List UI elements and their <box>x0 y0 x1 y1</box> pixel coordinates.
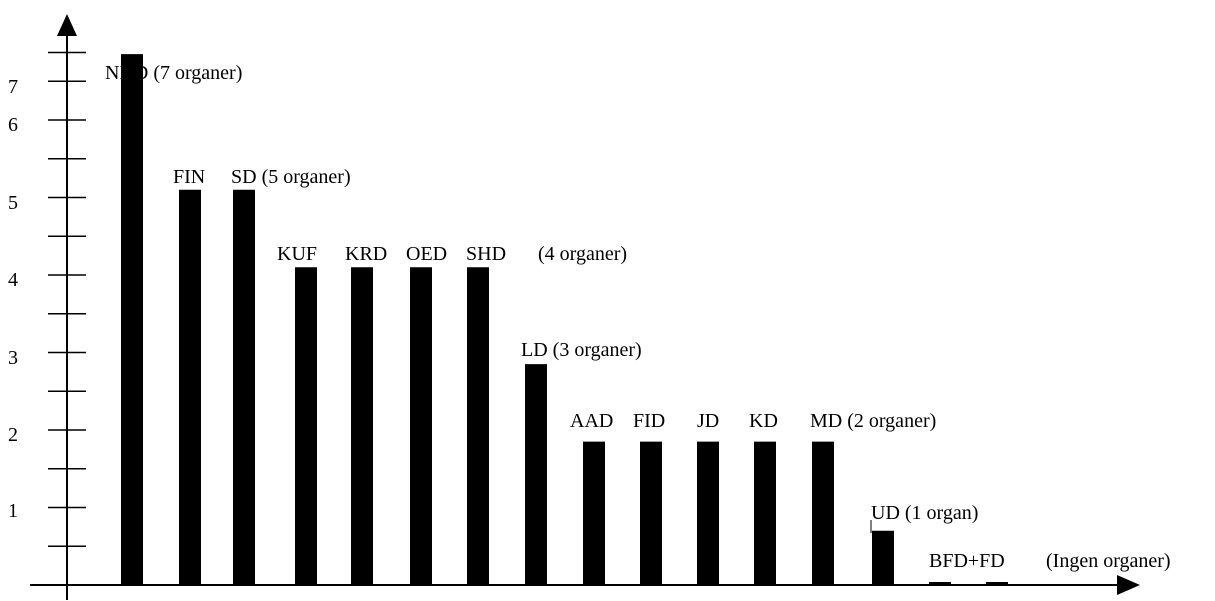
bars <box>121 54 1008 585</box>
y-tick-labels: 1 2 3 4 5 6 7 <box>8 76 18 522</box>
y-tick-label: 6 <box>8 114 18 136</box>
label-shd: SHD <box>466 243 506 265</box>
bar-md <box>812 441 834 585</box>
y-tick-label: 7 <box>8 76 18 98</box>
bar-nhd <box>121 54 143 585</box>
label-nhd: NHD (7 organer) <box>105 62 242 84</box>
y-axis-arrow <box>57 14 77 36</box>
label-ud: UD (1 organ) <box>871 502 978 524</box>
label-md: MD (2 organer) <box>810 410 936 432</box>
label-bfd-fd: BFD+FD <box>929 550 1005 572</box>
label-kd: KD <box>749 410 778 432</box>
bar-krd <box>351 267 373 585</box>
bar-shd <box>467 267 489 585</box>
bar-kd <box>754 441 776 585</box>
label-fid: FID <box>633 410 665 432</box>
label-jd: JD <box>697 410 719 432</box>
label-oed: OED <box>406 243 447 265</box>
label-4-organer: (4 organer) <box>538 243 627 265</box>
label-aad: AAD <box>570 410 613 432</box>
label-ld: LD (3 organer) <box>521 339 642 361</box>
bar-jd <box>697 441 719 585</box>
bar-fid <box>640 441 662 585</box>
x-axis-arrow <box>1117 575 1140 595</box>
label-fin: FIN <box>173 166 205 188</box>
bar-fin <box>179 189 201 585</box>
label-sd: SD (5 organer) <box>231 166 351 188</box>
y-ticks <box>48 51 86 547</box>
bar-oed <box>410 267 432 585</box>
label-krd: KRD <box>345 243 387 265</box>
y-tick-label: 3 <box>8 347 18 369</box>
bar-labels: NHD (7 organer) FIN SD (5 organer) KUF K… <box>105 62 1171 572</box>
y-tick-label: 5 <box>8 192 18 214</box>
y-tick-label: 1 <box>8 500 18 522</box>
bar-sd <box>233 189 255 585</box>
bar-aad <box>583 441 605 585</box>
bar-bfd <box>929 582 951 585</box>
bar-ld <box>525 364 547 585</box>
bar-fd <box>986 582 1008 585</box>
label-ingen-organer: (Ingen organer) <box>1046 550 1171 572</box>
y-tick-label: 2 <box>8 424 18 446</box>
y-tick-label: 4 <box>8 269 18 291</box>
label-kuf: KUF <box>277 243 317 265</box>
bar-ud <box>872 530 894 585</box>
bar-kuf <box>295 267 317 585</box>
